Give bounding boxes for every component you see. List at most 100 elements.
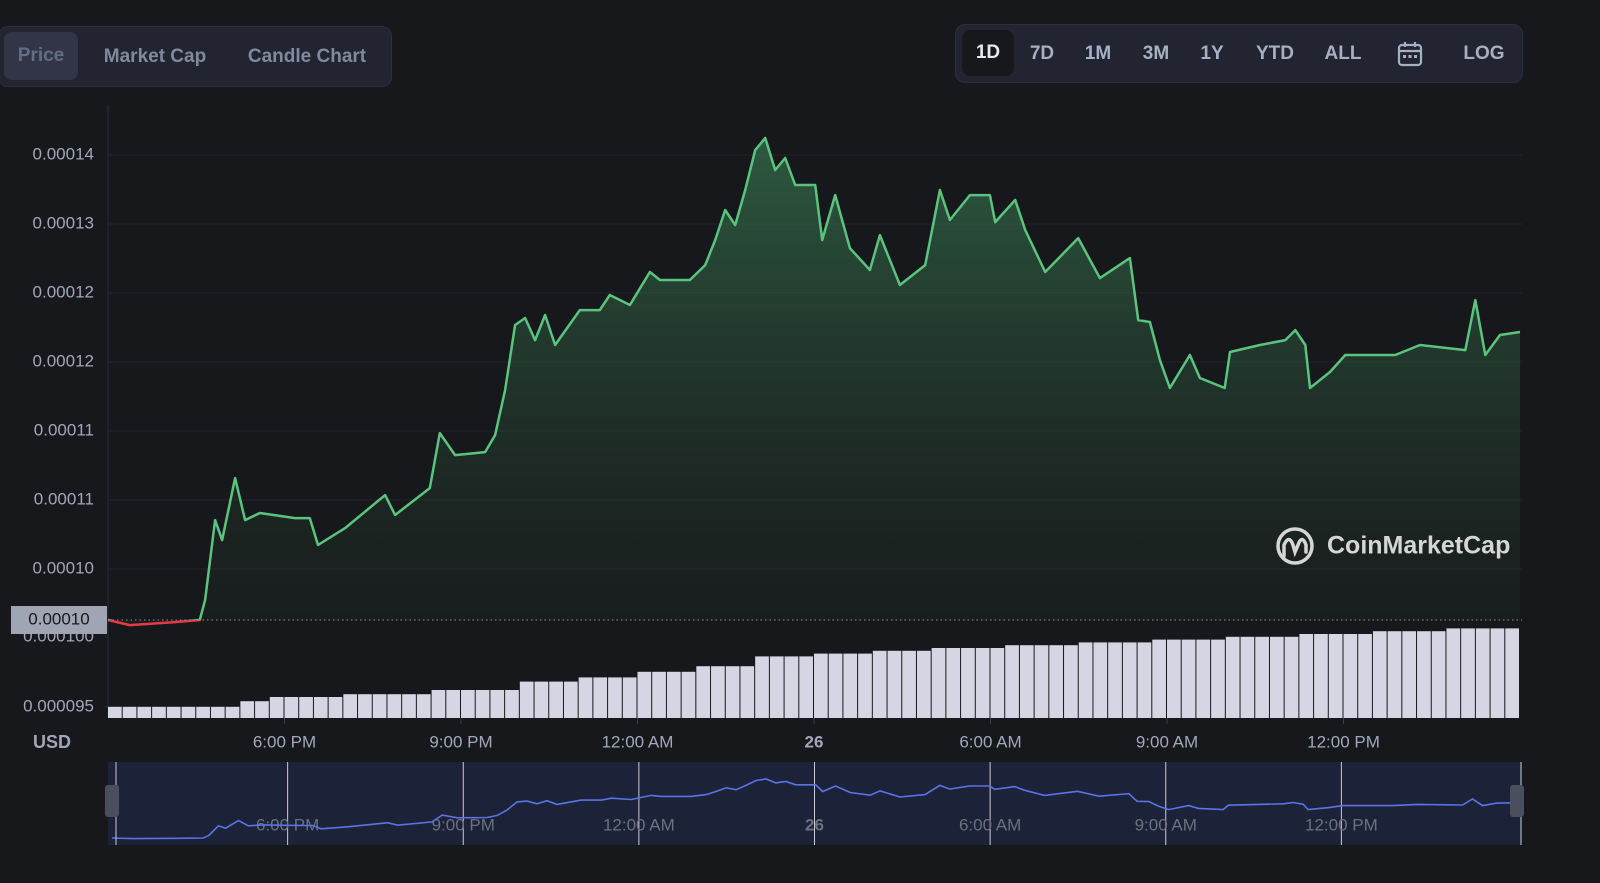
bar bbox=[990, 648, 1005, 718]
bar bbox=[1078, 642, 1093, 718]
bar bbox=[666, 671, 681, 718]
calendar-button[interactable] bbox=[1386, 25, 1434, 82]
calendar-icon bbox=[1397, 41, 1423, 66]
bar bbox=[563, 681, 578, 718]
y-tick-label: 0.00013 bbox=[33, 214, 94, 233]
bar bbox=[196, 706, 210, 718]
bar bbox=[916, 650, 931, 718]
bar bbox=[137, 706, 152, 718]
tab[interactable]: Market Cap bbox=[103, 45, 207, 67]
navigator-handle[interactable] bbox=[1510, 785, 1524, 817]
bar bbox=[725, 666, 740, 718]
bar bbox=[902, 650, 916, 718]
navigator-tick-label: 12:00 AM bbox=[603, 815, 675, 834]
bar bbox=[946, 648, 961, 718]
bar bbox=[578, 677, 593, 718]
bar bbox=[1299, 634, 1314, 718]
bar bbox=[593, 677, 608, 718]
bar bbox=[931, 648, 946, 718]
navigator-tick-label: 9:00 PM bbox=[432, 815, 495, 834]
bar bbox=[681, 671, 696, 718]
navigator bbox=[108, 762, 1522, 845]
bar bbox=[1417, 631, 1431, 718]
bar bbox=[711, 666, 725, 718]
bar bbox=[225, 706, 240, 718]
bar bbox=[1240, 636, 1255, 718]
range-selector: 1D 7D 1M 3M 1Y YTD ALL LOG bbox=[955, 24, 1523, 83]
x-tick-label: 9:00 AM bbox=[1136, 732, 1198, 751]
bar bbox=[255, 701, 269, 718]
bar bbox=[1064, 645, 1078, 718]
bar bbox=[416, 694, 431, 718]
watermark: CoinMarketCap bbox=[1276, 527, 1510, 565]
bar bbox=[1446, 628, 1461, 718]
bar bbox=[1372, 631, 1387, 718]
price-line bbox=[108, 136, 1521, 620]
bar bbox=[1314, 634, 1328, 718]
range-button[interactable]: 7D bbox=[1029, 42, 1055, 64]
bar bbox=[784, 656, 799, 718]
bar bbox=[1108, 642, 1122, 718]
bar bbox=[652, 671, 666, 718]
bar bbox=[519, 681, 534, 718]
y-tick-label: 0.000095 bbox=[23, 696, 94, 715]
bar bbox=[269, 697, 284, 718]
bar bbox=[755, 656, 769, 718]
x-tick-label: 6:00 PM bbox=[253, 732, 316, 751]
bar bbox=[431, 690, 446, 718]
y-tick-label: 0.00011 bbox=[34, 490, 94, 509]
bar bbox=[1328, 634, 1343, 718]
bar bbox=[828, 653, 843, 718]
navigator-handle[interactable] bbox=[105, 785, 119, 817]
navigator-tick-label: 6:00 AM bbox=[959, 815, 1021, 834]
log-button[interactable]: LOG bbox=[1463, 42, 1505, 64]
bar bbox=[490, 690, 505, 718]
range-button[interactable]: 1Y bbox=[1200, 42, 1224, 64]
range-button[interactable]: 1M bbox=[1084, 42, 1112, 64]
range-button[interactable]: 1D bbox=[962, 30, 1014, 76]
range-button[interactable]: 3M bbox=[1142, 42, 1170, 64]
bar bbox=[313, 697, 328, 718]
bar bbox=[358, 694, 372, 718]
bar bbox=[505, 690, 519, 718]
bar bbox=[843, 653, 858, 718]
tab[interactable]: Candle Chart bbox=[247, 45, 367, 67]
bar bbox=[534, 681, 549, 718]
bar bbox=[372, 694, 387, 718]
bar bbox=[181, 706, 196, 718]
bar bbox=[475, 690, 490, 718]
bar bbox=[328, 697, 343, 718]
bar bbox=[608, 677, 622, 718]
x-tick-label: 6:00 AM bbox=[959, 732, 1021, 751]
bar bbox=[210, 706, 225, 718]
bar bbox=[1343, 634, 1358, 718]
currency-label: USD bbox=[33, 732, 71, 752]
bar bbox=[343, 694, 358, 718]
x-tick-label: 26 bbox=[805, 732, 824, 751]
bar bbox=[1211, 639, 1225, 718]
navigator-tick-label: 12:00 PM bbox=[1305, 815, 1378, 834]
plot: 0.00014 0.00013 0.00012 0.00012 0.00011 0.000… bbox=[11, 105, 1524, 845]
y-tick-label: 0.000100 bbox=[23, 626, 94, 645]
bar bbox=[1093, 642, 1108, 718]
bar bbox=[1461, 628, 1475, 718]
range-button[interactable]: ALL bbox=[1324, 42, 1362, 64]
bar bbox=[887, 650, 902, 718]
bar bbox=[1005, 645, 1019, 718]
bar bbox=[299, 697, 313, 718]
price-line-below-open bbox=[107, 620, 202, 627]
bar bbox=[1196, 639, 1211, 718]
range-button[interactable]: YTD bbox=[1256, 42, 1294, 64]
bar bbox=[1284, 636, 1299, 718]
bar bbox=[284, 697, 299, 718]
y-tick-label: 0.00014 bbox=[33, 145, 94, 164]
bar bbox=[872, 650, 887, 718]
y-tick-label: 0.00011 bbox=[34, 421, 94, 440]
bar bbox=[1431, 631, 1446, 718]
bar bbox=[814, 653, 828, 718]
bar bbox=[1137, 642, 1152, 718]
tab[interactable]: Price bbox=[4, 32, 78, 80]
bar bbox=[1049, 645, 1064, 718]
